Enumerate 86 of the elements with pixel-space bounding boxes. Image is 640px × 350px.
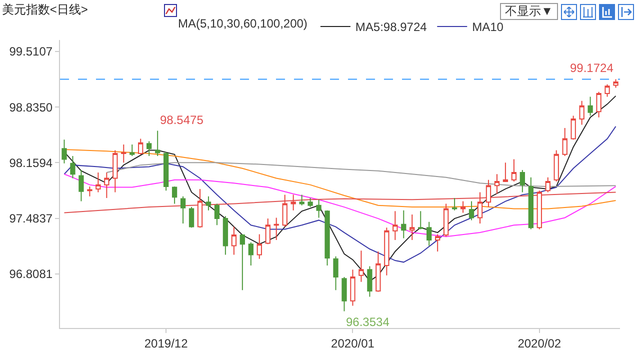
candlestick — [163, 151, 169, 192]
candlestick — [256, 234, 262, 260]
candlestick — [410, 214, 415, 240]
x-tick-label: 2020/02 — [518, 336, 562, 350]
candlestick — [418, 210, 424, 230]
candlestick — [520, 170, 525, 193]
candlestick — [579, 100, 584, 126]
candlestick — [231, 226, 237, 256]
candlestick — [104, 172, 110, 198]
candlestick — [604, 84, 610, 98]
candlestick — [299, 194, 304, 206]
candlestick — [308, 197, 313, 208]
y-tick-label: 97.4837 — [9, 211, 53, 226]
candlestick — [290, 194, 296, 211]
candlestick — [155, 130, 160, 157]
candlestick — [180, 196, 186, 224]
candlestick — [96, 172, 101, 193]
candlestick — [554, 150, 559, 182]
candlestick — [78, 170, 84, 202]
candlestick — [588, 96, 593, 116]
x-tick-label: 2019/12 — [144, 336, 188, 350]
candlestick — [443, 203, 449, 238]
candlestick — [265, 218, 270, 245]
candlestick — [70, 156, 76, 179]
line-series — [106, 162, 616, 187]
y-tick-label: 96.8081 — [9, 267, 53, 282]
candlestick — [376, 250, 381, 292]
candlestick — [282, 194, 288, 228]
candlestick — [570, 115, 576, 140]
candlestick — [206, 196, 212, 211]
candlestick — [486, 179, 492, 208]
candlestick — [536, 190, 542, 230]
candlestick — [494, 174, 500, 194]
legend-label: MA10 — [472, 20, 504, 34]
candlestick — [392, 210, 398, 240]
chart-title: 美元指数<日线> — [2, 2, 88, 17]
annotation: 99.1724 — [570, 61, 614, 75]
candlestick — [384, 227, 390, 276]
candlestick — [502, 162, 508, 182]
candlestick — [197, 188, 203, 228]
candlestick — [274, 217, 279, 240]
candlestick — [452, 197, 458, 211]
candlestick — [138, 138, 144, 155]
candlestick — [468, 200, 474, 221]
candlestick — [240, 234, 245, 291]
candlestick — [222, 216, 228, 256]
text: 不显示▼ — [500, 3, 558, 20]
candlestick — [367, 266, 372, 298]
candlestick — [477, 192, 483, 224]
candlestick — [511, 158, 517, 182]
candlestick — [358, 250, 364, 282]
candlestick — [324, 210, 330, 266]
candlestick — [87, 186, 92, 197]
candlestick — [528, 176, 534, 230]
candlestick — [613, 78, 618, 88]
candlestick — [121, 144, 126, 164]
candlestick — [112, 150, 118, 193]
candlestick — [316, 199, 322, 218]
y-tick-label: 99.5107 — [9, 44, 53, 59]
candlestick — [342, 276, 347, 312]
candlestick — [214, 203, 220, 226]
x-tick-label: 2020/01 — [331, 336, 375, 350]
candlestick — [435, 234, 440, 252]
y-tick-label: 98.8350 — [9, 100, 53, 114]
annotation: 98.5475 — [160, 113, 204, 127]
candlestick — [62, 139, 67, 164]
candlestick — [188, 206, 194, 228]
candlestick — [545, 176, 550, 193]
candlestick — [350, 269, 356, 306]
line-series — [64, 174, 616, 238]
line-series — [64, 126, 616, 263]
annotation: 96.3534 — [346, 315, 390, 329]
line-series — [64, 192, 616, 214]
legend-label: MA5:98.9724 — [355, 20, 428, 34]
candlestick — [146, 140, 152, 157]
candlestick — [562, 128, 568, 157]
y-tick-label: 98.1594 — [9, 156, 53, 170]
candlestick — [172, 186, 178, 204]
candlestick — [426, 221, 432, 246]
candlestick — [460, 200, 466, 214]
candlestick — [401, 210, 406, 239]
candlestick — [596, 91, 602, 118]
candlestick — [130, 144, 135, 157]
candlestick — [248, 242, 254, 266]
candlestick — [333, 256, 338, 291]
legend-title: MA(5,10,30,60,100,200) — [178, 16, 308, 31]
